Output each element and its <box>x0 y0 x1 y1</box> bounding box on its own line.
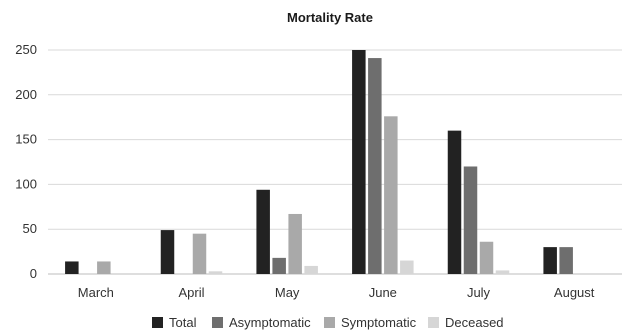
x-tick-label: July <box>467 285 491 300</box>
bar-total-july <box>447 130 462 274</box>
legend-label: Asymptomatic <box>229 315 311 330</box>
legend-swatch <box>428 317 439 328</box>
legend: Total Asymptomatic Symptomatic Deceased <box>152 315 504 330</box>
x-tick-label: August <box>554 285 595 300</box>
bar-deceased-may <box>304 265 318 274</box>
legend-label: Deceased <box>445 315 504 330</box>
bar-symptomatic-june <box>384 116 398 274</box>
y-tick-label: 50 <box>23 221 37 236</box>
y-tick-label: 0 <box>30 266 37 281</box>
bar-total-may <box>256 189 270 274</box>
y-tick-label: 100 <box>15 176 37 191</box>
bar-symptomatic-may <box>288 213 302 274</box>
y-tick-label: 250 <box>15 42 37 57</box>
bar-deceased-june <box>400 260 414 274</box>
bar-total-march <box>65 261 79 274</box>
y-tick-label: 200 <box>15 87 37 102</box>
y-tick-label: 150 <box>15 132 37 147</box>
bar-total-june <box>352 50 366 274</box>
legend-swatch <box>324 317 335 328</box>
x-axis-ticks: March April May June July August <box>78 285 595 300</box>
x-tick-label: April <box>178 285 204 300</box>
bar-symptomatic-april <box>192 233 207 274</box>
bar-total-august <box>543 247 557 274</box>
legend-swatch <box>152 317 163 328</box>
bar-asymptomatic-may <box>272 257 286 274</box>
chart-title: Mortality Rate <box>287 10 373 25</box>
bar-deceased-april <box>208 271 223 274</box>
bar-asymptomatic-august <box>559 247 573 274</box>
gridlines <box>48 49 622 275</box>
bar-asymptomatic-july <box>463 166 478 274</box>
x-tick-label: March <box>78 285 114 300</box>
x-tick-label: May <box>275 285 300 300</box>
bars <box>65 50 573 275</box>
y-axis-ticks: 0 50 100 150 200 250 <box>15 42 37 281</box>
bar-symptomatic-july <box>479 241 494 274</box>
legend-swatch <box>212 317 223 328</box>
x-tick-label: June <box>369 285 397 300</box>
bar-total-april <box>160 230 175 274</box>
legend-label: Symptomatic <box>341 315 417 330</box>
bar-symptomatic-march <box>97 261 111 274</box>
bar-deceased-july <box>495 270 510 274</box>
bar-asymptomatic-june <box>368 58 382 275</box>
legend-label: Total <box>169 315 197 330</box>
